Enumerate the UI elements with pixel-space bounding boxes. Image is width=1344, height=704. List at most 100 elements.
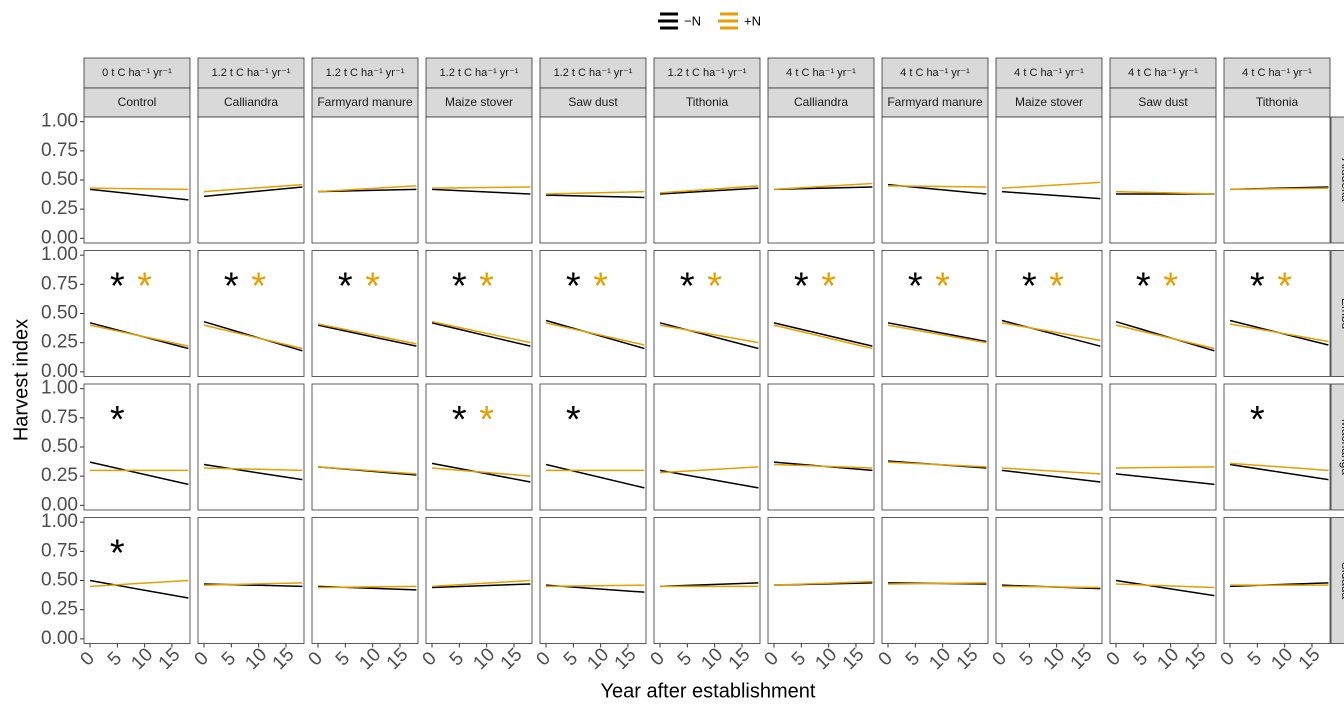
trend-line (887, 322, 987, 343)
significance-star: * (680, 266, 695, 308)
x-tick-label: 0 (761, 648, 783, 670)
trend-line (773, 580, 873, 586)
y-tick-label: 0.25 (41, 465, 78, 486)
column-treatment-label: Maize stover (1015, 95, 1083, 109)
significance-star: * (935, 266, 950, 308)
significance-star: * (365, 266, 380, 308)
trend-line (1229, 463, 1329, 481)
strip (767, 57, 875, 89)
row-label: Aludeka (1339, 158, 1344, 202)
y-tick-label: 0.50 (41, 169, 78, 190)
trend-line (1116, 466, 1215, 469)
trend-line (1002, 585, 1101, 589)
significance-star: * (479, 399, 494, 441)
x-tick-label: 10 (469, 644, 499, 674)
trend-line (1230, 187, 1329, 191)
significance-star: * (452, 266, 467, 308)
panel (83, 383, 191, 511)
trend-line (1115, 583, 1215, 589)
trend-line (773, 324, 873, 350)
x-tick-label: 0 (419, 648, 441, 670)
y-tick-label: 1.00 (41, 244, 78, 265)
x-tick-label: 5 (1130, 648, 1152, 670)
y-tick-label: 0.75 (41, 540, 78, 561)
column-treatment-label: Saw dust (568, 95, 618, 109)
strip (881, 57, 989, 89)
trend-line (317, 324, 417, 347)
x-tick-label: 10 (241, 644, 271, 674)
strip (311, 57, 419, 89)
column-treatment-label: Tithonia (1256, 95, 1299, 109)
significance-star: * (137, 266, 152, 308)
panel (1109, 116, 1217, 244)
x-tick-label: 10 (127, 644, 157, 674)
trend-line (1001, 319, 1101, 347)
panel (425, 250, 533, 377)
column-rate-label: 1.2 t C ha⁻¹ yr⁻¹ (326, 67, 405, 79)
panel (1109, 250, 1217, 377)
row-label: Sidada (1339, 562, 1344, 600)
x-tick-label: 0 (647, 648, 669, 670)
x-tick-label: 15 (1181, 644, 1211, 674)
trend-line (659, 322, 759, 350)
significance-star: * (1163, 266, 1178, 308)
x-tick-label: 15 (383, 644, 413, 674)
significance-star: * (908, 266, 923, 308)
strip (1109, 87, 1217, 118)
x-tick-label: 0 (989, 648, 1011, 670)
panel (881, 517, 989, 644)
column-treatment-label: Control (118, 95, 157, 109)
panel (539, 116, 647, 244)
panel (197, 116, 305, 244)
panel (1223, 116, 1331, 244)
column-treatment-label: Farmyard manure (887, 95, 983, 109)
trend-line (1229, 462, 1329, 472)
trend-line (1115, 324, 1215, 350)
trend-line (887, 324, 987, 344)
x-tick-label: 15 (725, 644, 755, 674)
significance-star: * (1250, 266, 1265, 308)
trend-line (203, 324, 303, 350)
column-rate-label: 0 t C ha⁻¹ yr⁻¹ (102, 67, 172, 79)
trend-line (887, 461, 987, 468)
legend-label: +N (744, 13, 761, 28)
trend-line (431, 467, 531, 477)
significance-star: * (1136, 266, 1151, 308)
panel (653, 517, 761, 644)
trend-line (1001, 181, 1101, 189)
column-rate-label: 1.2 t C ha⁻¹ yr⁻¹ (440, 67, 519, 79)
significance-star: * (566, 399, 581, 441)
trend-line (203, 467, 303, 472)
x-tick-label: 5 (446, 648, 468, 670)
trend-line (1115, 579, 1215, 597)
column-rate-label: 4 t C ha⁻¹ yr⁻¹ (1014, 67, 1084, 79)
y-tick-label: 0.25 (41, 198, 78, 219)
x-tick-label: 15 (497, 644, 527, 674)
x-tick-label: 5 (560, 648, 582, 670)
significance-star: * (479, 266, 494, 308)
trend-line (317, 323, 417, 345)
panel (197, 250, 305, 377)
column-rate-label: 4 t C ha⁻¹ yr⁻¹ (786, 67, 856, 79)
panel (83, 250, 191, 377)
row-label: Machanga (1339, 419, 1344, 475)
trend-line (546, 584, 645, 588)
panel (197, 383, 305, 511)
panel (311, 517, 419, 644)
y-axis-label: Harvest index (10, 319, 32, 441)
panel (1223, 517, 1331, 644)
strip (425, 87, 533, 118)
panel (995, 383, 1103, 511)
column-treatment-label: Calliandra (224, 95, 278, 109)
trend-line (431, 188, 531, 195)
panel (653, 116, 761, 244)
x-tick-label: 10 (355, 644, 385, 674)
trend-line (545, 190, 645, 195)
y-tick-label: 0.00 (41, 361, 78, 382)
x-tick-label: 0 (77, 648, 99, 670)
significance-star: * (452, 399, 467, 441)
column-rate-label: 1.2 t C ha⁻¹ yr⁻¹ (212, 67, 291, 79)
trend-line (203, 582, 303, 586)
